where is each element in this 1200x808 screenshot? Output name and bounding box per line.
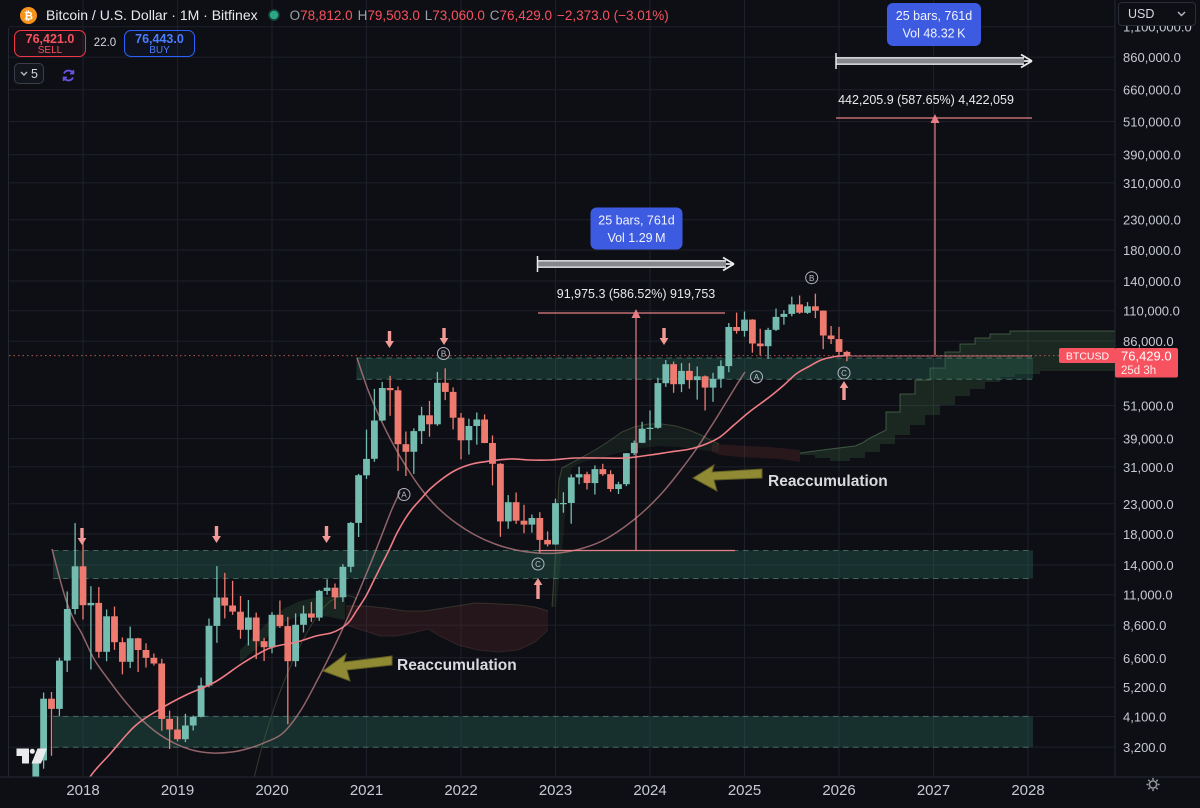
svg-text:442,205.9 (587.65%) 4,422,059: 442,205.9 (587.65%) 4,422,059 (838, 93, 1014, 107)
svg-text:2020: 2020 (255, 782, 288, 799)
svg-text:Reaccumulation: Reaccumulation (397, 657, 517, 674)
svg-text:91,975.3 (586.52%) 919,753: 91,975.3 (586.52%) 919,753 (557, 287, 716, 301)
svg-text:Reaccumulation: Reaccumulation (768, 473, 888, 490)
svg-text:2026: 2026 (822, 782, 855, 799)
svg-text:A: A (401, 491, 407, 500)
svg-text:25 bars, 761d: 25 bars, 761d (896, 9, 972, 23)
svg-text:310,000.0: 310,000.0 (1123, 176, 1181, 191)
svg-text:510,000.0: 510,000.0 (1123, 115, 1181, 130)
svg-text:860,000.0: 860,000.0 (1123, 50, 1181, 65)
svg-text:C: C (535, 560, 541, 569)
svg-text:2019: 2019 (161, 782, 194, 799)
svg-text:18,000.0: 18,000.0 (1123, 527, 1174, 542)
svg-text:C: C (841, 369, 847, 378)
svg-text:8,600.0: 8,600.0 (1123, 618, 1166, 633)
svg-text:Vol 48.32 K: Vol 48.32 K (903, 27, 967, 41)
svg-text:14,000.0: 14,000.0 (1123, 558, 1174, 573)
svg-text:B: B (809, 274, 814, 283)
svg-text:2028: 2028 (1011, 782, 1044, 799)
svg-text:5,200.0: 5,200.0 (1123, 680, 1166, 695)
svg-text:2021: 2021 (350, 782, 383, 799)
svg-text:25d 3h: 25d 3h (1121, 365, 1156, 377)
svg-text:11,000.0: 11,000.0 (1123, 588, 1173, 603)
svg-text:51,000.0: 51,000.0 (1123, 399, 1174, 414)
svg-text:230,000.0: 230,000.0 (1123, 213, 1181, 228)
svg-text:BTCUSD: BTCUSD (1066, 351, 1110, 363)
svg-text:B: B (441, 350, 446, 359)
svg-text:2025: 2025 (728, 782, 761, 799)
svg-text:2022: 2022 (444, 782, 477, 799)
svg-text:31,000.0: 31,000.0 (1123, 460, 1174, 475)
svg-text:180,000.0: 180,000.0 (1123, 243, 1181, 258)
svg-text:2023: 2023 (539, 782, 572, 799)
svg-text:₿: ₿ (24, 10, 33, 22)
svg-text:390,000.0: 390,000.0 (1123, 148, 1181, 163)
svg-text:3,200.0: 3,200.0 (1123, 740, 1166, 755)
svg-text:660,000.0: 660,000.0 (1123, 83, 1181, 98)
svg-text:140,000.0: 140,000.0 (1123, 274, 1181, 289)
svg-text:2018: 2018 (66, 782, 99, 799)
svg-text:76,429.0: 76,429.0 (1121, 349, 1172, 364)
svg-text:39,000.0: 39,000.0 (1123, 432, 1174, 447)
svg-text:86,000.0: 86,000.0 (1123, 334, 1174, 349)
svg-text:110,000.0: 110,000.0 (1123, 304, 1180, 319)
svg-text:A: A (754, 373, 760, 382)
svg-text:2024: 2024 (633, 782, 666, 799)
svg-text:25 bars, 761d: 25 bars, 761d (598, 214, 674, 228)
svg-text:Vol 1.29 M: Vol 1.29 M (607, 231, 665, 245)
svg-text:6,600.0: 6,600.0 (1123, 651, 1166, 666)
svg-text:23,000.0: 23,000.0 (1123, 497, 1174, 512)
svg-text:4,100.0: 4,100.0 (1123, 710, 1166, 725)
svg-text:2027: 2027 (917, 782, 950, 799)
